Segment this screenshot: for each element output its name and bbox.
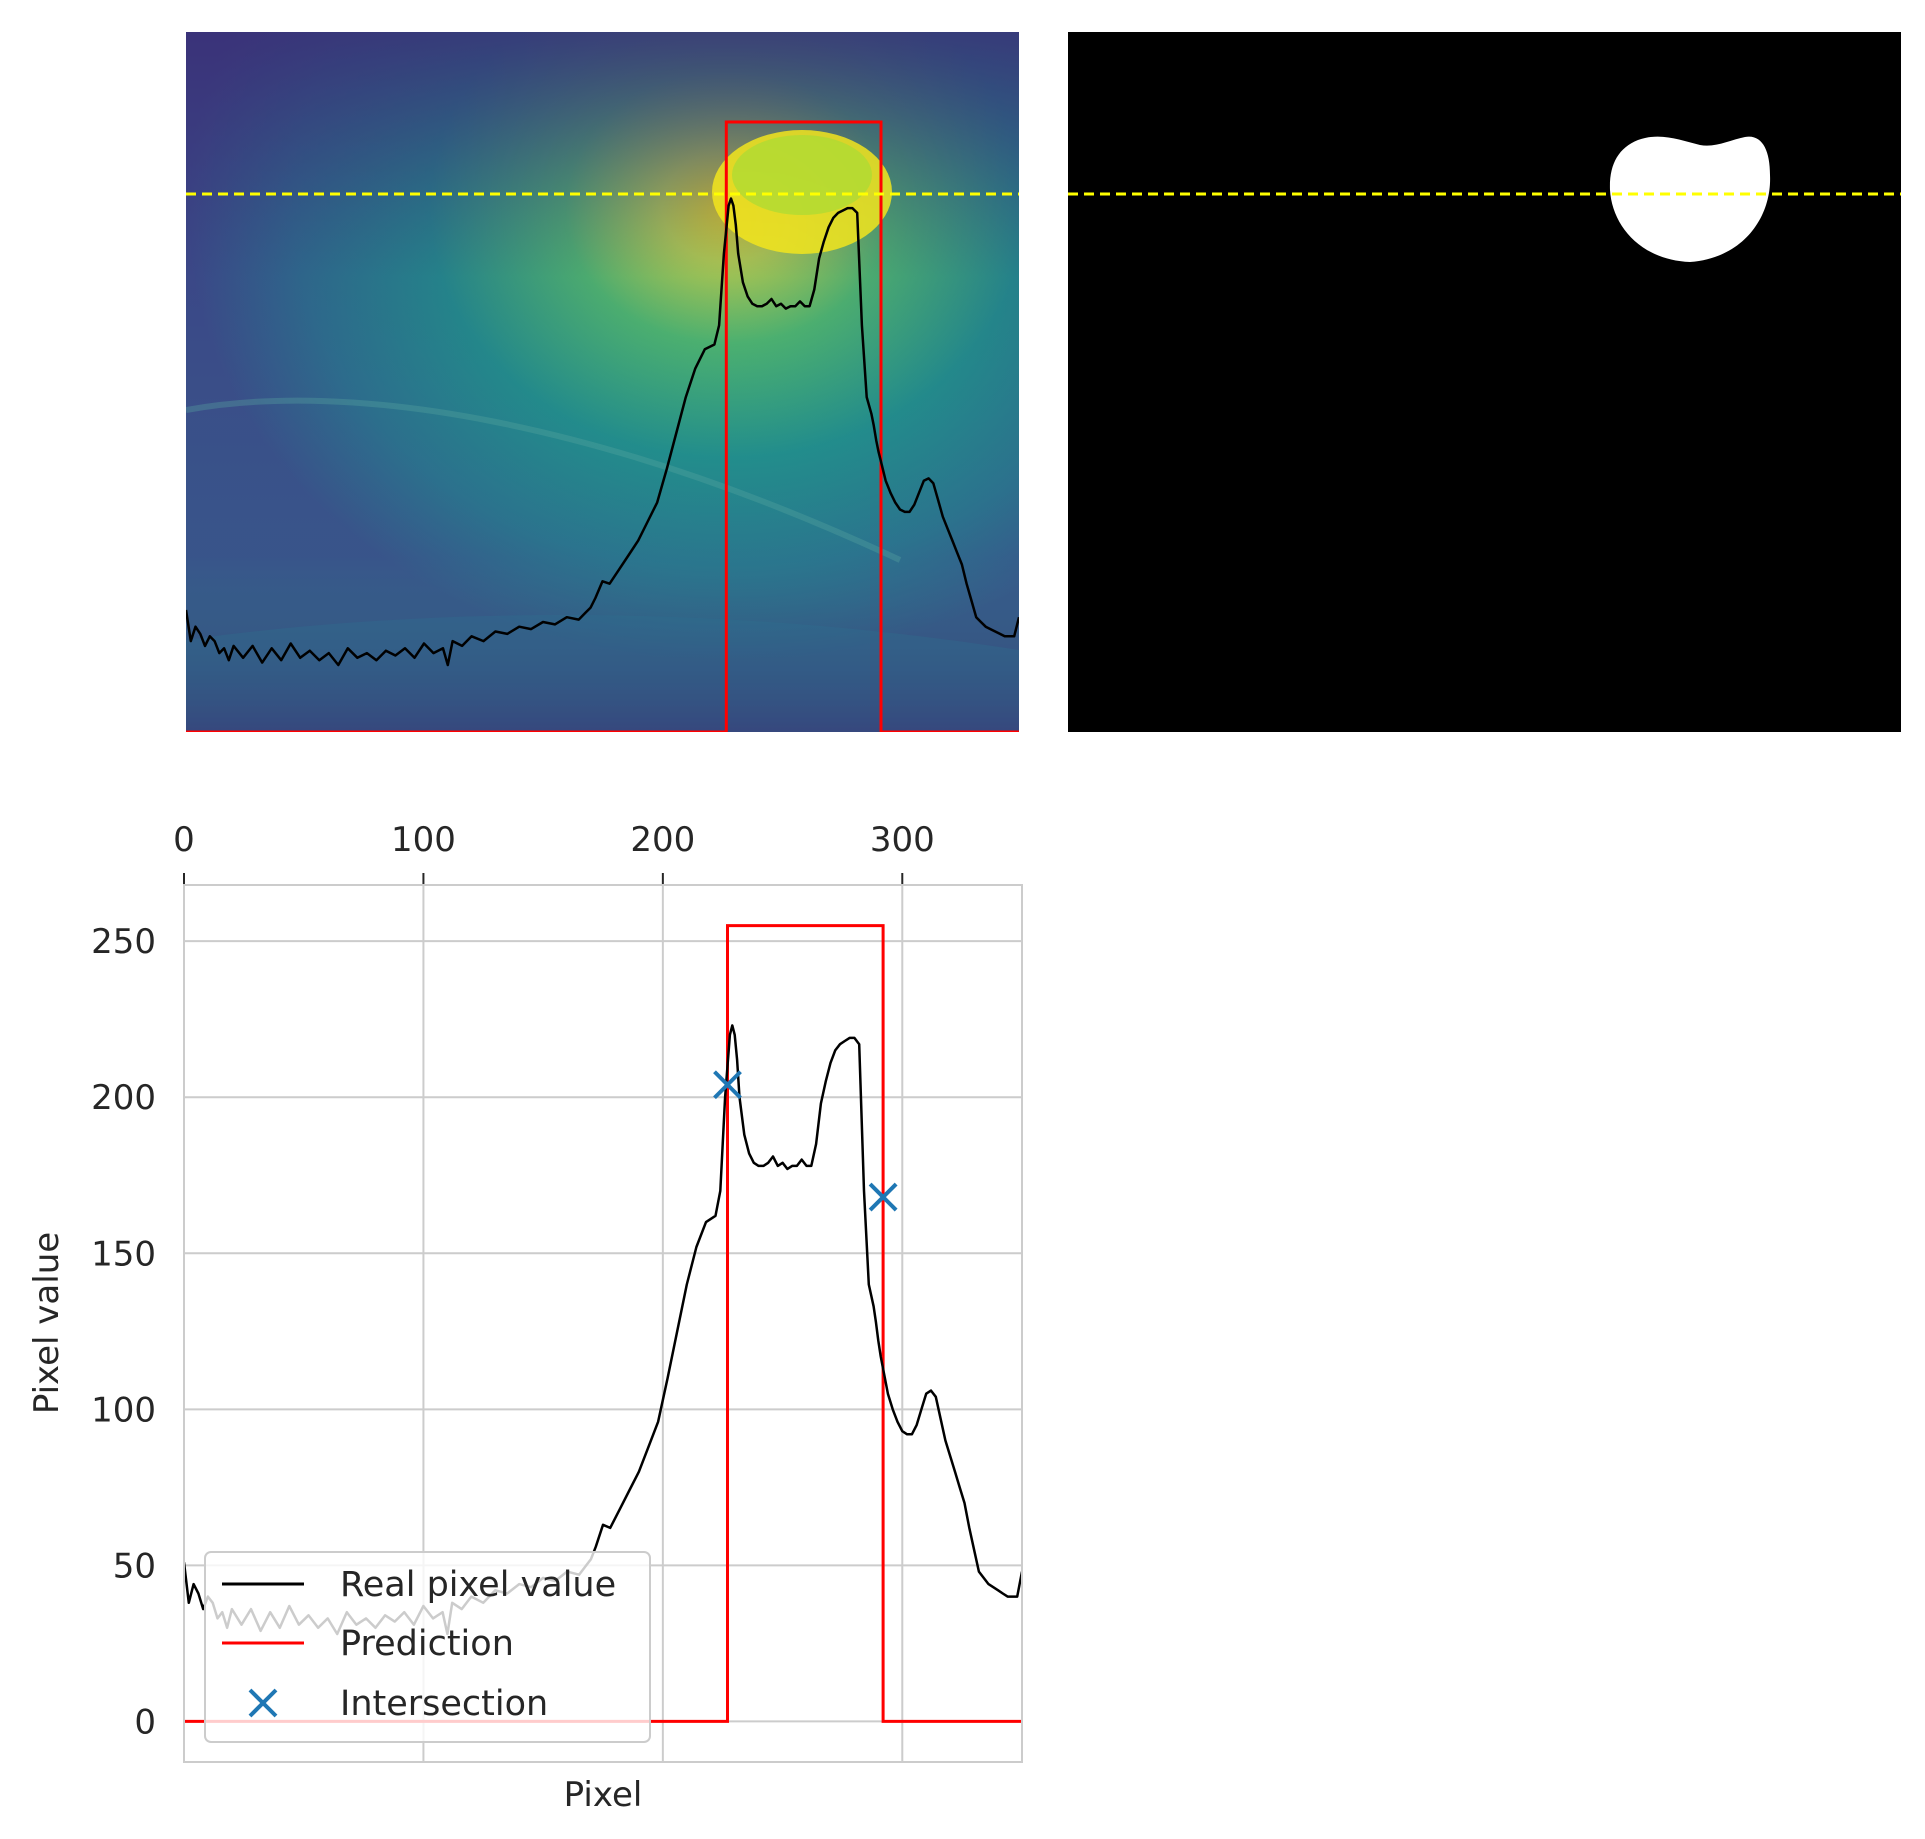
- real-pixel-line: [184, 1024, 1022, 1636]
- panel-profile-plot: 0 100 200 300 0 50 100 150 200 250 Pixel Pixel va…: [27, 820, 1023, 1815]
- faint-arc: [186, 397, 902, 563]
- y-tick-label: 0: [134, 1702, 156, 1742]
- axes-frame: [183, 884, 1023, 1763]
- x-axis-label: Pixel: [564, 1775, 643, 1815]
- x-tick-label: 200: [630, 820, 695, 860]
- x-tick-label: 100: [391, 820, 456, 860]
- y-tick-label: 100: [91, 1390, 156, 1430]
- x-tick-label: 0: [173, 820, 195, 860]
- x-tick-label: 300: [870, 820, 935, 860]
- legend: Real pixel value Prediction Intersection: [204, 1551, 651, 1743]
- legend-label-real: Real pixel value: [340, 1565, 616, 1605]
- y-tick-label: 200: [91, 1078, 156, 1118]
- intersection-point: [713, 1070, 742, 1100]
- y-tick-label: 150: [91, 1234, 156, 1274]
- legend-swatch-intersection: [248, 1688, 278, 1718]
- intersection-point: [868, 1182, 898, 1212]
- bright-blob-core: [732, 135, 872, 215]
- mask-background: [1068, 32, 1901, 732]
- prediction-overlay: [186, 120, 1019, 732]
- legend-label-prediction: Prediction: [340, 1624, 514, 1664]
- real-pixel-overlay: [186, 197, 1019, 667]
- legend-label-intersection: Intersection: [340, 1684, 548, 1724]
- mask-blob: [1609, 136, 1771, 262]
- panel-image: [186, 32, 1019, 732]
- y-axis-label: Pixel value: [27, 1232, 67, 1414]
- y-tick-label: 50: [113, 1546, 156, 1586]
- lower-band: [186, 615, 1019, 732]
- y-tick-label: 250: [91, 922, 156, 962]
- legend-box: [204, 1551, 651, 1743]
- ticks: 0 100 200 300 0 50 100 150 200 250: [91, 820, 935, 1742]
- panel-mask: [1068, 32, 1901, 732]
